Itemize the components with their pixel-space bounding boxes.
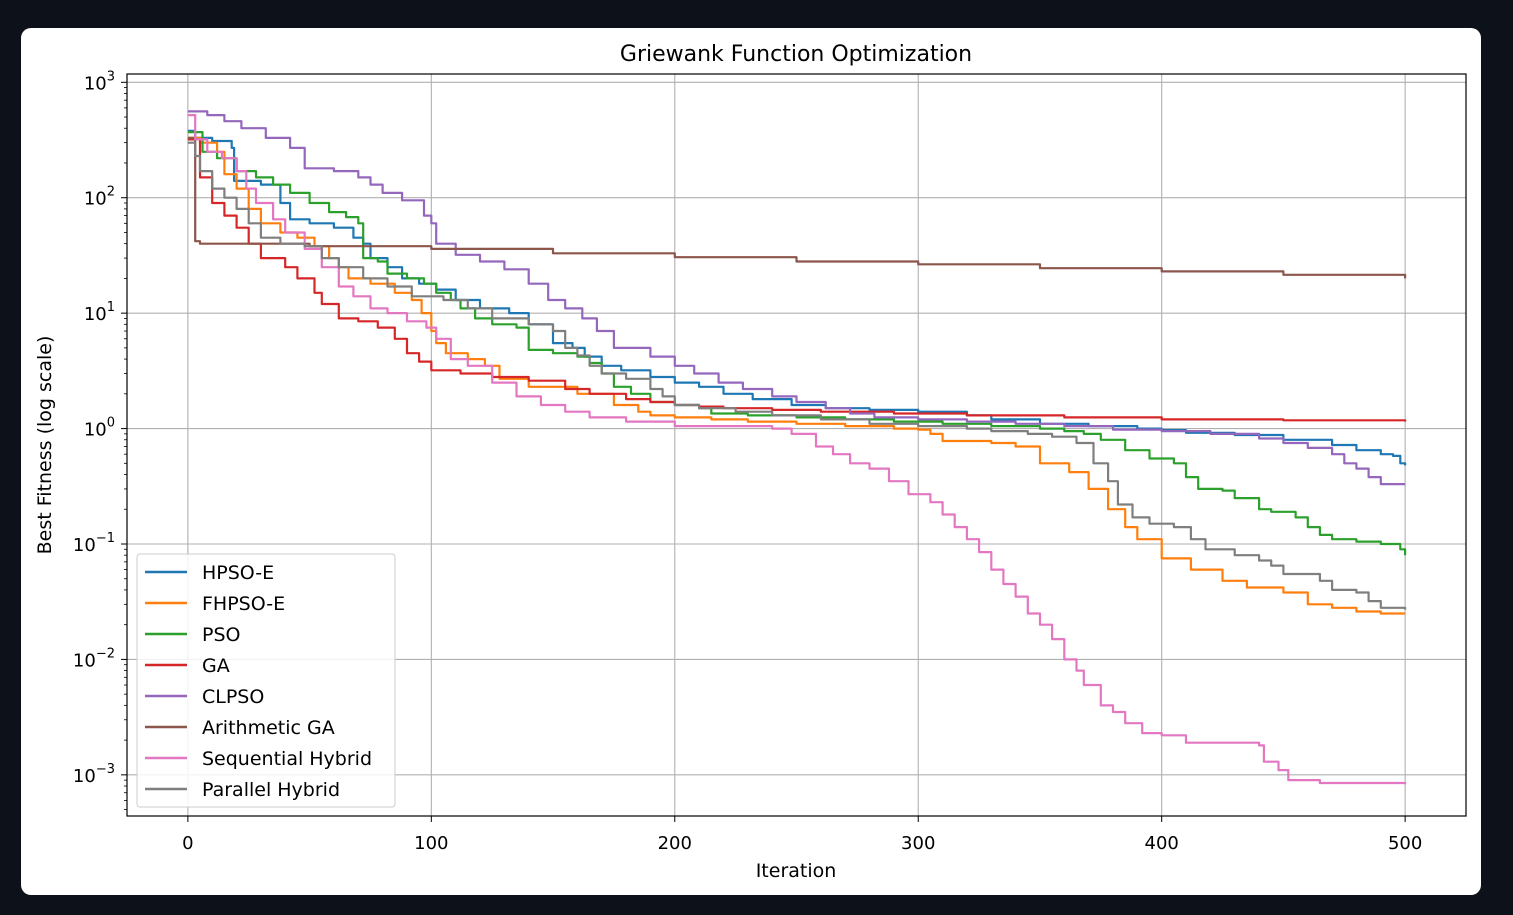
x-tick-label: 200 — [658, 833, 692, 854]
y-tick-label: 10−2 — [73, 646, 115, 671]
legend-label: HPSO-E — [202, 562, 274, 584]
x-tick-label: 300 — [901, 833, 935, 854]
legend-label: Parallel Hybrid — [202, 779, 340, 801]
y-axis-label: Best Fitness (log scale) — [34, 336, 56, 555]
legend: HPSO-E FHPSO-E PSO GA CLPSO Arithmetic GA Sequ… — [136, 553, 396, 808]
series-line — [187, 138, 1407, 422]
y-tick-label: 101 — [84, 300, 115, 325]
legend-label: Sequential Hybrid — [202, 748, 372, 770]
series-line — [187, 114, 1407, 785]
y-tick-label: 102 — [84, 185, 115, 210]
series-line — [187, 141, 1407, 610]
plot-frame — [126, 73, 1467, 817]
y-tick-label: 10−1 — [73, 531, 115, 556]
y-tick-label: 10−3 — [73, 762, 115, 787]
legend-label: Arithmetic GA — [202, 717, 335, 739]
x-tick-label: 400 — [1145, 833, 1179, 854]
grid-lines — [127, 74, 1466, 816]
series-lines — [187, 110, 1407, 785]
x-tick-label: 100 — [414, 833, 448, 854]
legend-label: FHPSO-E — [202, 593, 285, 615]
x-axis-ticks: 0 100 200 300 400 500 — [182, 816, 1422, 854]
x-tick-label: 0 — [182, 833, 193, 854]
series-line — [187, 136, 1407, 279]
legend-label: CLPSO — [202, 686, 264, 708]
series-line — [187, 136, 1406, 615]
y-axis-ticks: 103 102 101 100 10−1 10−2 10−3 — [73, 69, 127, 810]
legend-label: PSO — [202, 624, 240, 646]
series-line — [187, 131, 1407, 556]
y-tick-label: 100 — [84, 416, 115, 441]
x-axis-label: Iteration — [756, 860, 837, 882]
x-tick-label: 500 — [1388, 833, 1422, 854]
legend-label: GA — [202, 655, 230, 677]
chart-title: Griewank Function Optimization — [620, 42, 972, 67]
legend-box — [136, 553, 396, 808]
y-tick-label: 103 — [84, 69, 115, 94]
series-line — [187, 110, 1406, 486]
